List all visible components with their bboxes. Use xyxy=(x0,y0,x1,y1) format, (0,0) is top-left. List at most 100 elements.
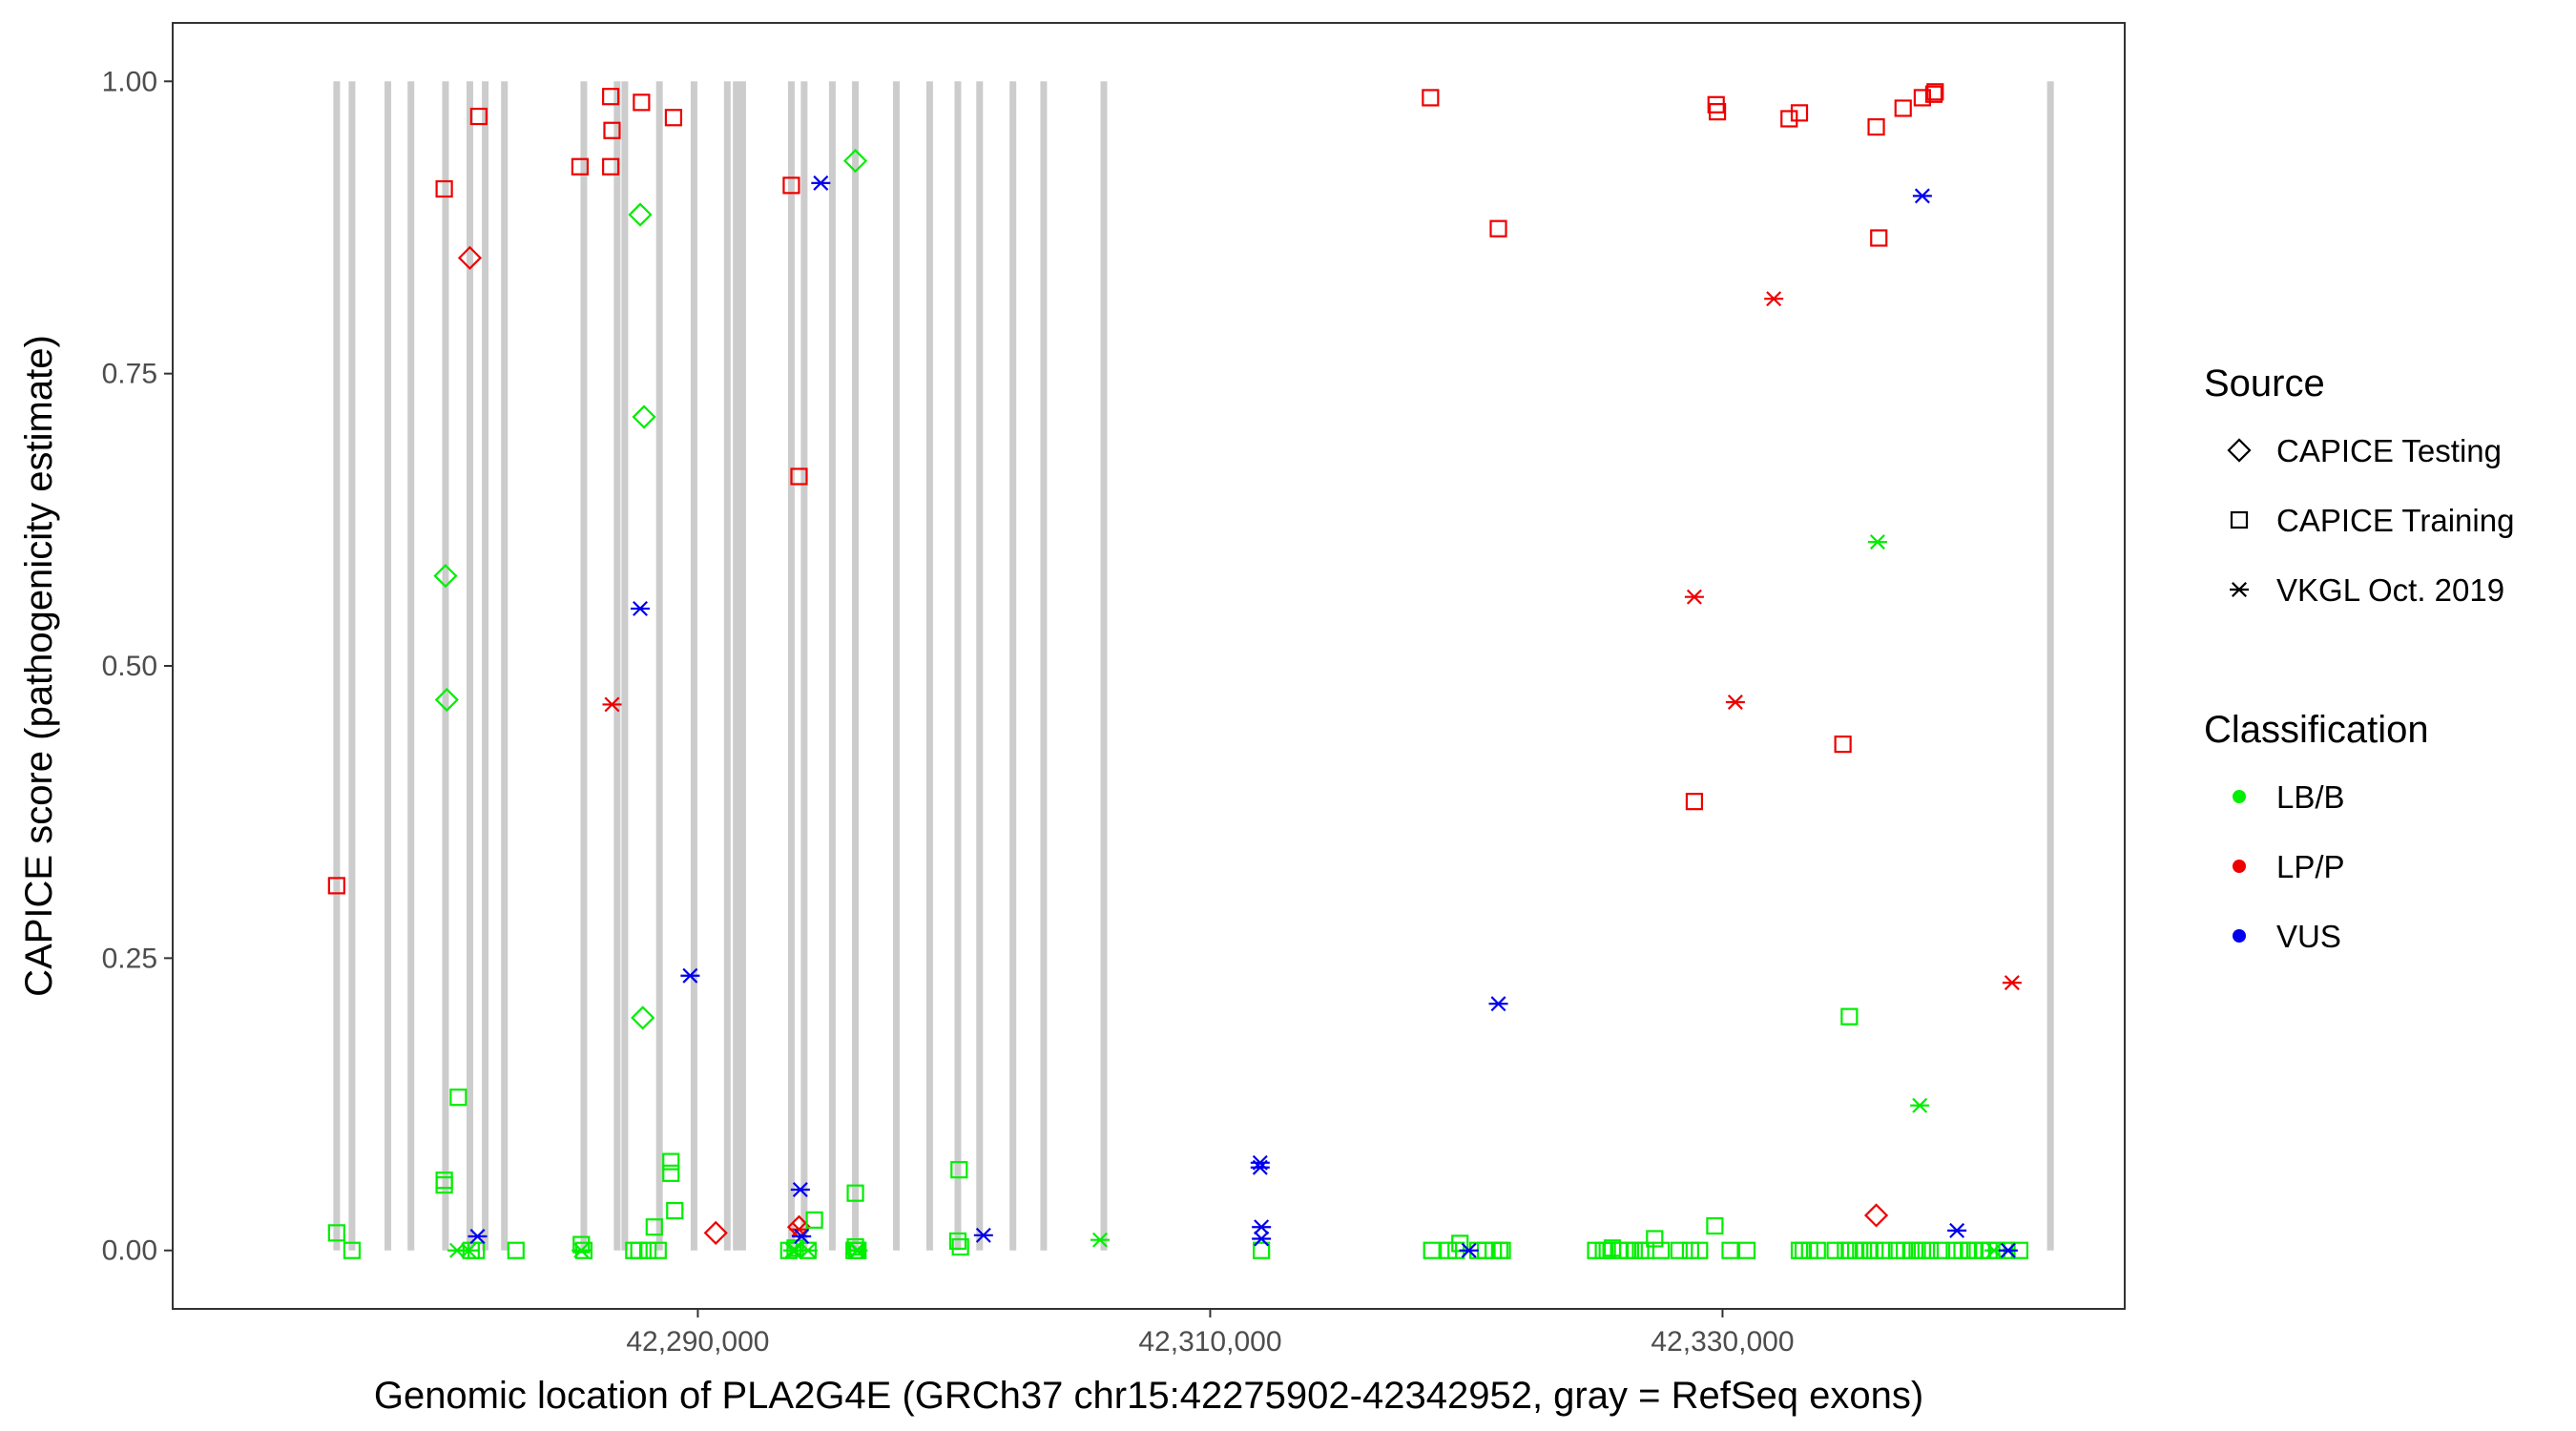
point-square-lb-b xyxy=(1794,1241,1813,1259)
point-asterisk-lb-b xyxy=(1910,1097,1930,1113)
exon-band xyxy=(407,81,415,1251)
point-square-lb-b xyxy=(649,1241,667,1259)
exon-band xyxy=(2046,81,2054,1251)
point-square-lb-b xyxy=(1691,1241,1709,1259)
point-asterisk-vus xyxy=(680,967,700,984)
point-asterisk-lp-p xyxy=(2002,975,2022,991)
point-asterisk-vus xyxy=(1250,1159,1270,1175)
x-tick-label: 42,330,000 xyxy=(1651,1326,1794,1358)
legend-key-diamond xyxy=(2227,438,2252,463)
exon-bands xyxy=(333,81,2054,1251)
legend-label: VKGL Oct. 2019 xyxy=(2276,572,2504,608)
point-asterisk-vus xyxy=(1947,1222,1967,1238)
point-asterisk-lb-b xyxy=(1090,1232,1110,1248)
point-square-lb-b xyxy=(1840,1241,1859,1259)
data-points xyxy=(327,83,2029,1259)
point-square-lp-p xyxy=(1780,110,1798,128)
point-square-lb-b xyxy=(1921,1241,1940,1259)
exon-band xyxy=(1009,81,1017,1251)
point-square-lb-b xyxy=(1636,1241,1654,1259)
point-square-lp-p xyxy=(602,157,620,176)
point-asterisk-vus xyxy=(973,1227,993,1243)
point-square-lb-b xyxy=(435,1176,453,1194)
x-tick-label: 42,290,000 xyxy=(626,1326,769,1358)
point-square-lb-b xyxy=(1875,1241,1893,1259)
point-square-lp-p xyxy=(602,88,620,106)
point-square-lp-p xyxy=(1913,89,1931,107)
point-square-lp-p xyxy=(571,157,590,176)
shape-legend-title: Source xyxy=(2204,363,2325,404)
exon-band xyxy=(690,81,697,1251)
exon-band xyxy=(621,81,629,1251)
point-square-lb-b xyxy=(846,1237,864,1256)
point-square-lp-p xyxy=(664,109,683,127)
point-diamond-lp-p xyxy=(703,1220,728,1245)
point-asterisk-vus xyxy=(790,1182,810,1197)
point-diamond-lb-b xyxy=(632,404,656,429)
x-axis: 42,290,000 42,310,000 42,330,000 xyxy=(626,1309,1795,1358)
color-legend-title: Classification xyxy=(2204,709,2429,751)
point-square-lb-b xyxy=(1826,1241,1844,1259)
point-square-lb-b xyxy=(1840,1007,1859,1026)
point-asterisk-lb-b xyxy=(848,1242,868,1258)
point-square-lb-b xyxy=(638,1241,657,1259)
point-square-lb-b xyxy=(1646,1230,1664,1248)
plot-panel-border xyxy=(172,22,2126,1310)
point-square-lb-b xyxy=(327,1224,345,1242)
y-tick-label: 1.00 xyxy=(102,66,157,97)
exon-band xyxy=(1040,81,1048,1251)
point-square-lb-b xyxy=(1423,1241,1441,1259)
point-asterisk-vus xyxy=(792,1229,812,1244)
legend-key-color xyxy=(2233,790,2246,803)
point-square-lp-p xyxy=(1685,793,1704,811)
point-square-lb-b xyxy=(1253,1241,1271,1259)
exon-band xyxy=(482,81,489,1251)
exon-band xyxy=(384,81,392,1251)
legend-label: CAPICE Testing xyxy=(2276,433,2502,468)
point-diamond-lb-b xyxy=(433,564,458,589)
point-square-lp-p xyxy=(1489,219,1507,238)
legend-key-square xyxy=(2230,510,2249,529)
point-asterisk-vus xyxy=(1459,1242,1479,1258)
point-asterisk-vus xyxy=(1912,188,1932,204)
point-square-lp-p xyxy=(633,93,651,112)
point-square-lb-b xyxy=(950,1161,968,1179)
y-axis: 0.00 0.25 0.50 0.75 1.00 xyxy=(102,66,173,1267)
legend-key-color xyxy=(2233,929,2246,943)
legend-label: VUS xyxy=(2276,919,2341,954)
exon-band xyxy=(954,81,962,1251)
legend-label: LP/P xyxy=(2276,849,2345,884)
legend-label: LB/B xyxy=(2276,779,2345,815)
exon-band xyxy=(828,81,836,1251)
point-square-lp-p xyxy=(1708,103,1727,121)
point-square-lp-p xyxy=(1924,85,1943,103)
exon-band xyxy=(733,81,740,1251)
point-square-lb-b xyxy=(1960,1241,1978,1259)
exon-band xyxy=(613,81,621,1251)
exon-band xyxy=(1100,81,1108,1251)
point-square-lp-p xyxy=(1870,229,1888,247)
y-axis-title: CAPICE score (pathogenicity estimate) xyxy=(18,335,60,997)
exon-band xyxy=(466,81,473,1251)
point-asterisk-lp-p xyxy=(1764,291,1784,307)
point-asterisk-vus xyxy=(1488,996,1508,1012)
y-tick-label: 0.75 xyxy=(102,359,157,390)
point-square-lp-p xyxy=(327,877,345,895)
point-square-lb-b xyxy=(1625,1241,1643,1259)
point-square-lp-p xyxy=(1422,89,1440,107)
point-square-lb-b xyxy=(662,1152,680,1171)
point-square-lp-p xyxy=(1867,117,1885,136)
point-square-lb-b xyxy=(1790,1241,1809,1259)
point-square-lb-b xyxy=(1721,1241,1739,1259)
y-tick-label: 0.25 xyxy=(102,943,157,974)
point-square-lb-b xyxy=(1670,1241,1688,1259)
exon-band xyxy=(787,81,795,1251)
point-asterisk-vus xyxy=(1252,1219,1272,1235)
exon-band xyxy=(925,81,933,1251)
point-diamond-lb-b xyxy=(434,687,459,713)
point-square-lb-b xyxy=(625,1241,643,1259)
point-asterisk-vus xyxy=(631,600,651,616)
legend: Source CAPICE Testing CAPICE Training VKGL… xyxy=(2204,363,2514,954)
point-diamond-lb-b xyxy=(631,1006,655,1030)
